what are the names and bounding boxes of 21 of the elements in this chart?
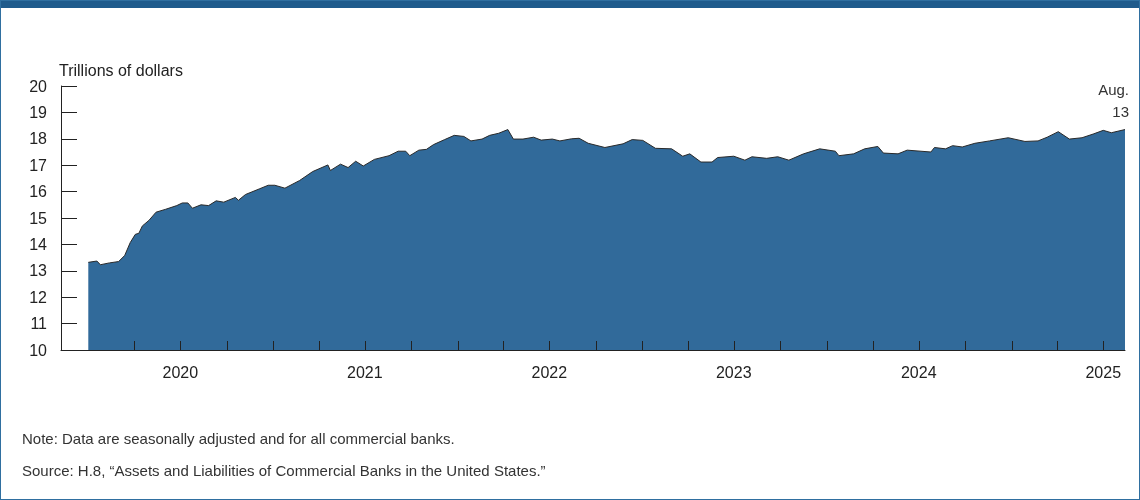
x-tick-label: 2024 [900, 363, 937, 381]
y-tick-label: 19 [29, 103, 48, 121]
y-tick-label: 10 [29, 341, 48, 359]
y-tick-label: 14 [29, 235, 48, 253]
y-tick-label: 17 [29, 156, 48, 174]
text: Note: Data are seasonally adjusted and for all commercial banks. [22, 429, 456, 449]
y-tick-label: 20 [29, 77, 48, 95]
annotation: Aug. 13 [1098, 81, 1129, 121]
x-tick-label: 2020 [162, 363, 199, 381]
y-tick-label: 16 [29, 183, 48, 201]
x-tick-label: 2023 [715, 363, 752, 381]
y-tick-label: 15 [29, 209, 48, 227]
y-tick-label: 11 [30, 315, 48, 333]
y-axis-title: Trillions of dollars [59, 61, 183, 79]
x-tick-label: 2025 [1085, 363, 1122, 381]
y-tick-label: 18 [29, 130, 48, 148]
y-tick-label: 13 [29, 262, 48, 280]
x-tick-label: 2022 [531, 363, 568, 381]
y-tick-label: 12 [29, 288, 48, 306]
x-tick-label: 2021 [346, 363, 383, 381]
source-note: Source: H.8, “Assets and Liabilities of Commercial Banks in the United States.” [22, 461, 546, 481]
